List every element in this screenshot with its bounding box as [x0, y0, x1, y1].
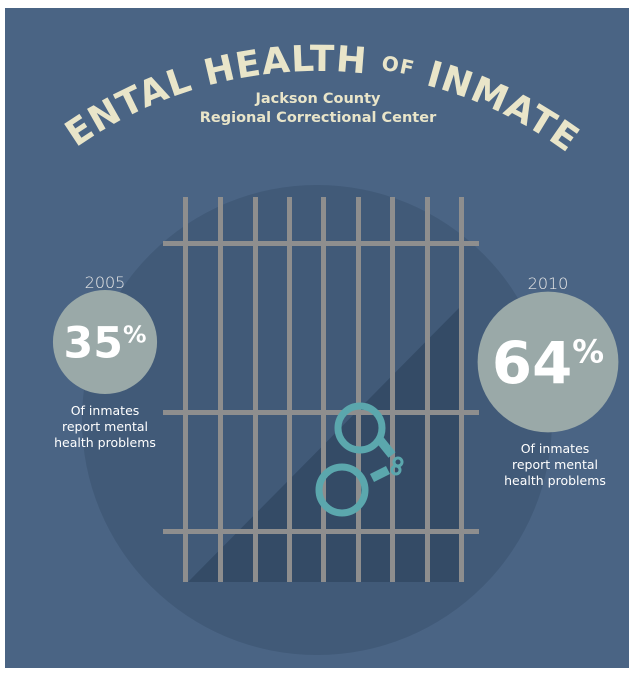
stat-caption: health problems — [54, 435, 156, 450]
stat-unit: % — [572, 335, 604, 371]
subtitle: Jackson County — [254, 91, 381, 107]
stat-caption: report mental — [512, 457, 598, 472]
stat-caption: Of inmates — [71, 403, 140, 418]
stat-year: 2005 — [85, 273, 126, 292]
subtitle: Regional Correctional Center — [200, 110, 437, 126]
stat-number: 64 — [492, 329, 572, 397]
infographic: MENTAL HEALTH OF INMATES Jackson County … — [0, 0, 634, 673]
stat-year: 2010 — [528, 274, 569, 293]
stat-caption: Of inmates — [521, 441, 590, 456]
stat-number: 35 — [64, 318, 123, 368]
backdrop-circle — [82, 185, 552, 655]
stat-caption: health problems — [504, 473, 606, 488]
stat-caption: report mental — [62, 419, 148, 434]
stat-unit: % — [123, 320, 147, 348]
